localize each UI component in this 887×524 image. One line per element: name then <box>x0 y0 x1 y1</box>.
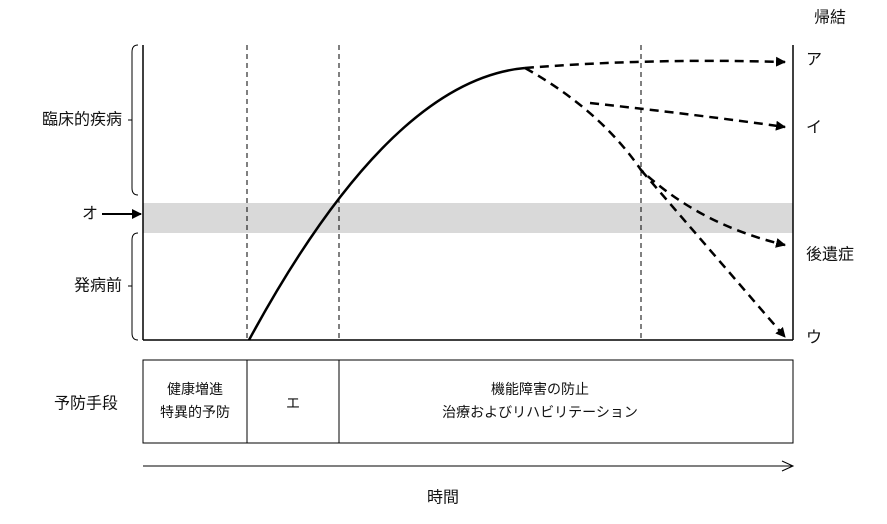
stage-label: 臨床的疾病 <box>42 110 122 129</box>
brace <box>131 44 139 196</box>
outcome-label: 後遺症 <box>806 245 854 264</box>
x-axis-label: 時間 <box>427 488 459 507</box>
outcome-label: ウ <box>806 328 822 347</box>
time-arrowhead <box>781 460 795 472</box>
disease-curve <box>247 66 526 341</box>
cell-text: 健康増進 <box>167 381 223 398</box>
cell-text: 治療およびリハビリテーション <box>442 404 638 421</box>
outcome-paths <box>524 56 786 338</box>
stage-label: オ <box>82 204 98 223</box>
path-i <box>589 101 786 131</box>
stage-dividers <box>246 45 642 340</box>
stage-label: 発病前 <box>74 276 122 295</box>
outcome-label: イ <box>806 118 822 137</box>
prevention-title: 予防手段 <box>54 394 118 413</box>
outcome-title: 帰結 <box>814 8 846 27</box>
brace <box>131 232 139 341</box>
prevention-table <box>142 359 794 444</box>
path-a <box>524 56 786 70</box>
outcome-label: ア <box>806 50 822 69</box>
path-u <box>640 169 786 338</box>
cell-text: 特異的予防 <box>160 405 230 421</box>
threshold-band <box>143 203 793 233</box>
cell-text: エ <box>286 396 300 412</box>
cell-text: 機能障害の防止 <box>491 382 589 398</box>
